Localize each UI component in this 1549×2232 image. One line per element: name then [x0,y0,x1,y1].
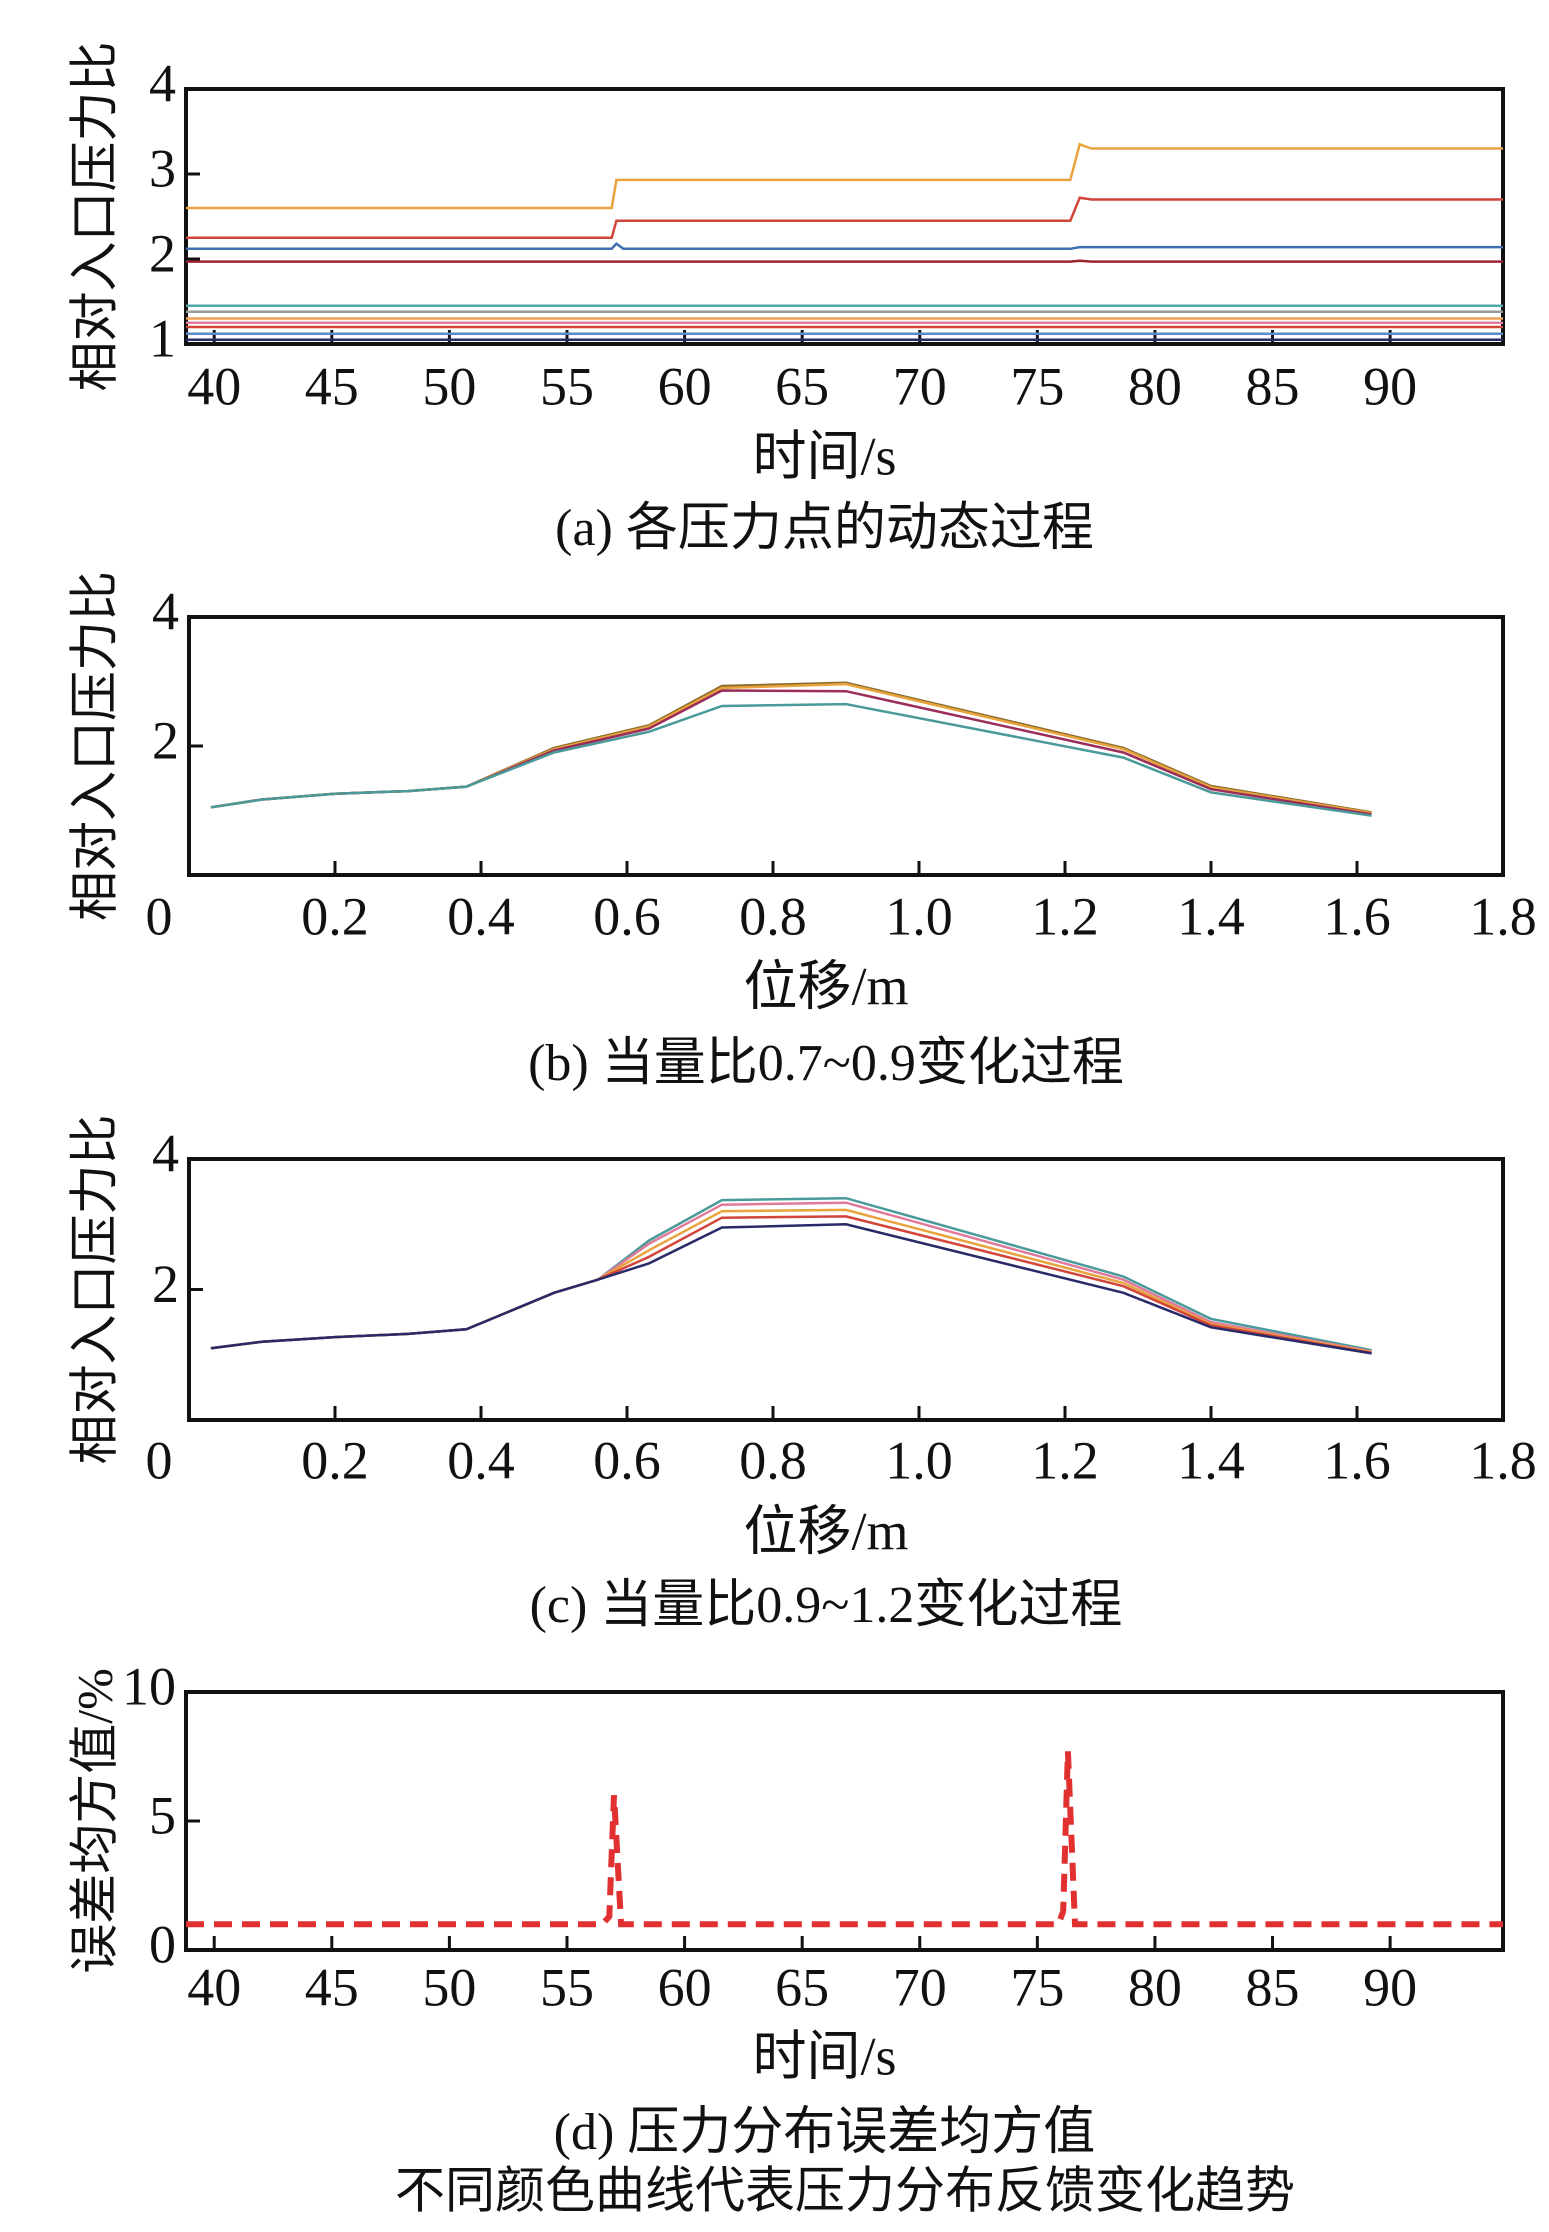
x-tick-label: 55 [540,1957,594,2017]
x-tick-label: 45 [305,1957,359,2017]
y-axis-label: 相对入口压力比 [66,42,122,392]
data-line [186,142,1503,210]
x-tick-label: 1.4 [1177,886,1245,946]
x-tick-label: 1.8 [1469,886,1537,946]
y-axis-label: 相对入口压力比 [66,1115,122,1465]
x-tick-label: 60 [658,356,712,416]
x-axis-label: 时间/s [752,426,896,486]
data-line [210,702,1372,817]
x-tick-label: 40 [187,1957,241,2017]
y-tick-label: 4 [152,1123,179,1183]
y-tick-label: 4 [149,53,176,113]
x-tick-label: 85 [1246,356,1300,416]
x-tick-label: 40 [187,356,241,416]
x-tick-label: 80 [1128,356,1182,416]
x-tick-label: 60 [658,1957,712,2017]
x-tick-label: 1.0 [885,886,953,946]
plot-frame [184,1690,1505,1952]
y-tick-label: 5 [149,1785,176,1845]
x-tick-label: 90 [1363,356,1417,416]
x-tick-label: 0.6 [593,886,661,946]
y-tick-label: 1 [149,308,176,368]
data-line [186,259,1503,263]
caption: (b) 当量比0.7~0.9变化过程 [528,1035,1124,1092]
y-axis-label: 误差均方值/% [66,1668,122,1974]
x-tick-label: 1.2 [1031,1430,1099,1490]
plot-frame [184,87,1505,346]
x-tick-label: 65 [775,1957,829,2017]
x-tick-label: 1.6 [1323,886,1391,946]
x-tick-label: 70 [893,356,947,416]
caption: (a) 各压力点的动态过程 [555,500,1094,557]
x-tick-label: 1.0 [885,1430,953,1490]
caption: (d) 压力分布误差均方值 [554,2104,1096,2161]
x-tick-label: 65 [775,356,829,416]
x-tick-label: 0.2 [301,886,369,946]
x-axis-label: 位移/m [743,1501,908,1561]
x-tick-label: 50 [422,356,476,416]
x-tick-label: 90 [1363,1957,1417,2017]
data-line [186,242,1503,251]
y-tick-label: 2 [152,1254,179,1314]
x-axis-label: 时间/s [752,2026,896,2086]
caption: (c) 当量比0.9~1.2变化过程 [530,1577,1123,1634]
data-line [186,196,1503,240]
x-tick-label: 0.6 [593,1430,661,1490]
y-axis-label: 相对入口压力比 [66,571,122,921]
x-tick-label: 50 [422,1957,476,2017]
figure-note: 不同颜色曲线代表压力分布反馈变化趋势 [395,2162,1295,2218]
data-line [210,682,1372,815]
data-line [210,1215,1372,1355]
x-tick-label: 0.8 [739,886,807,946]
x-tick-label: 1.8 [1469,1430,1537,1490]
x-tick-label: 0.4 [447,886,515,946]
y-tick-label: 10 [122,1656,176,1716]
x-tick-label: 1.2 [1031,886,1099,946]
x-tick-label: 0.2 [301,1430,369,1490]
data-line [210,1208,1372,1354]
x-tick-label: 80 [1128,1957,1182,2017]
x-tick-label: 85 [1246,1957,1300,2017]
x-tick-label: 55 [540,356,594,416]
x-tick-label: 0 [146,886,173,946]
x-tick-label: 45 [305,356,359,416]
data-line [210,689,1372,816]
data-line [210,1223,1372,1355]
y-tick-label: 3 [149,138,176,198]
x-tick-label: 70 [893,1957,947,2017]
x-tick-label: 0.4 [447,1430,515,1490]
x-tick-label: 1.4 [1177,1430,1245,1490]
y-tick-label: 0 [149,1914,176,1974]
x-tick-label: 75 [1010,356,1064,416]
x-axis-label: 位移/m [743,956,908,1016]
x-tick-label: 75 [1010,1957,1064,2017]
data-line [186,1751,1503,1928]
y-tick-label: 2 [149,223,176,283]
x-tick-label: 0 [146,1430,173,1490]
plot-frame [187,615,1505,877]
x-tick-label: 1.6 [1323,1430,1391,1490]
x-tick-label: 0.8 [739,1430,807,1490]
y-tick-label: 4 [152,581,179,641]
data-line [210,1196,1372,1352]
y-tick-label: 2 [152,710,179,770]
